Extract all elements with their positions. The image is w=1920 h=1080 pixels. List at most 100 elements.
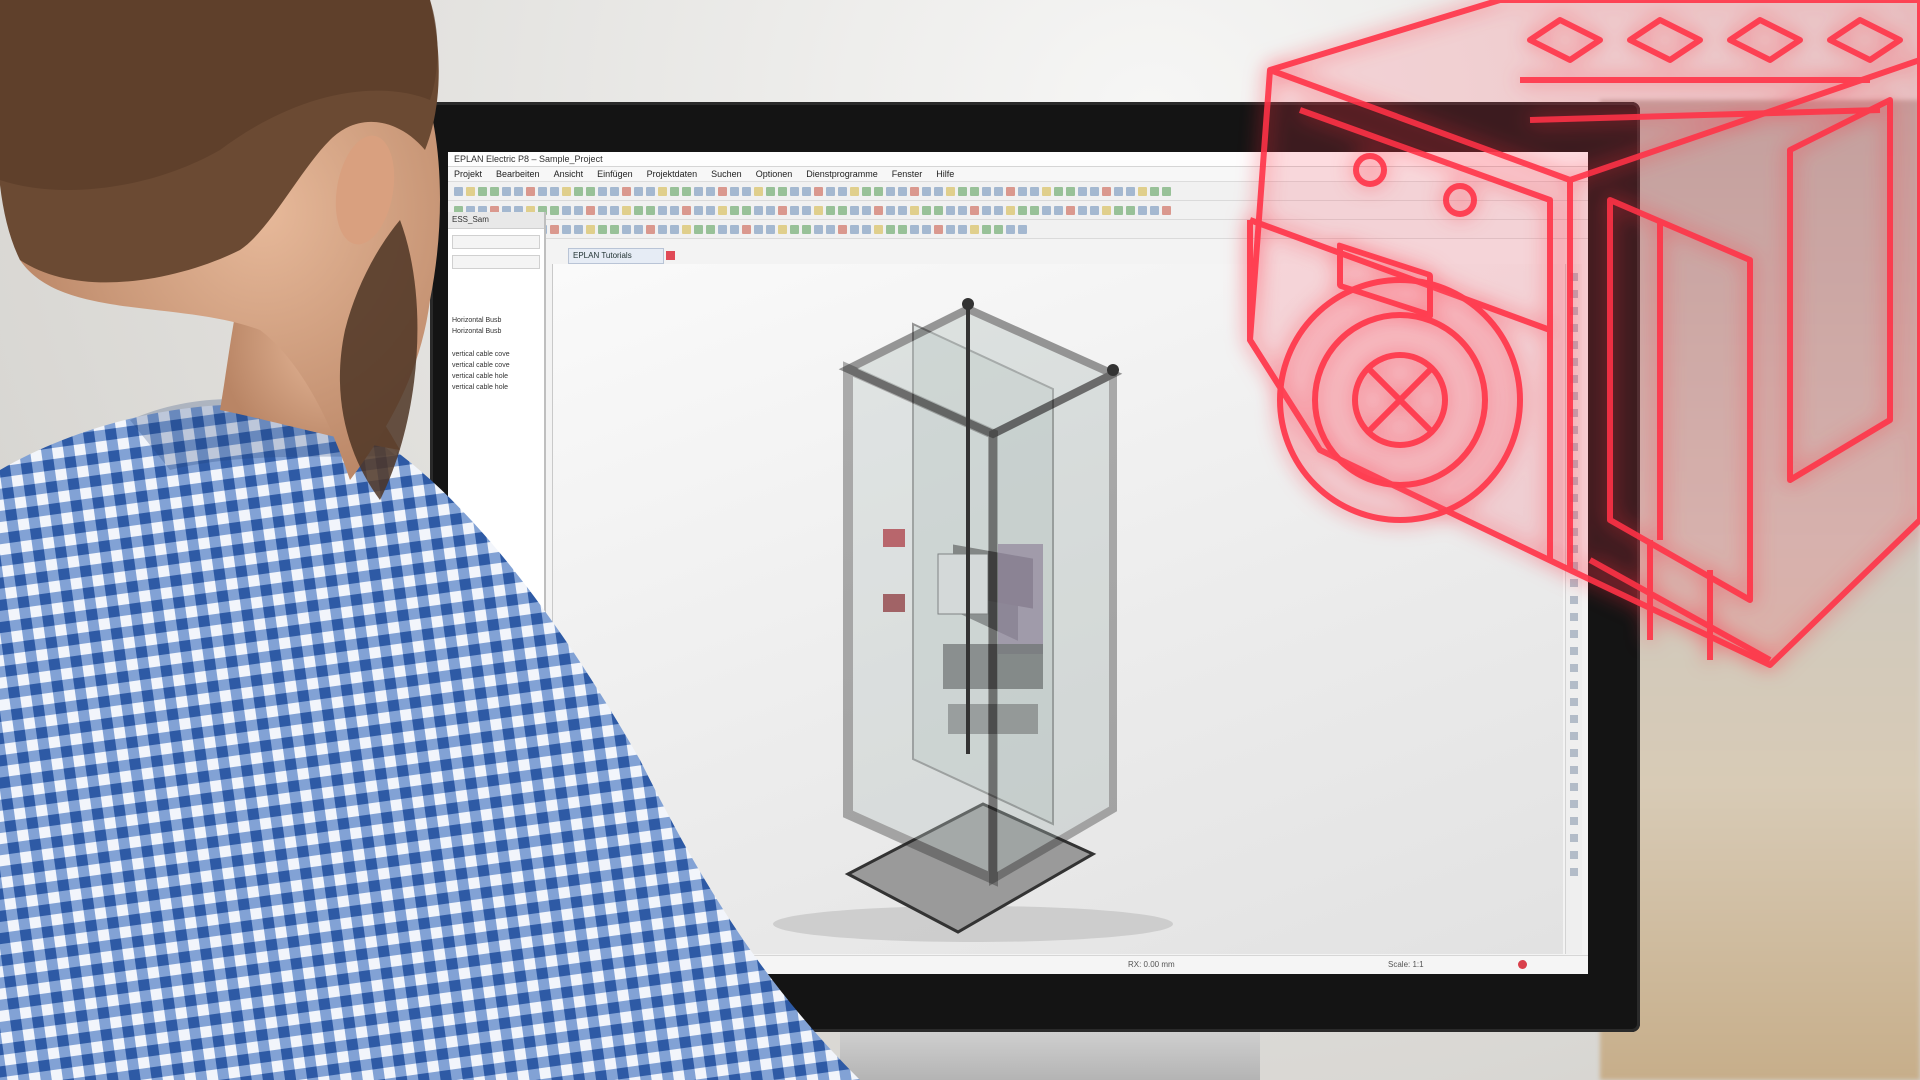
menu-item-bearbeiten[interactable]: Bearbeiten	[496, 169, 540, 179]
toolbar-icon[interactable]	[802, 205, 811, 215]
toolbar-icon[interactable]	[730, 205, 739, 215]
toolbar-icon[interactable]	[634, 186, 643, 196]
toolbar-icon[interactable]	[1570, 460, 1578, 468]
toolbar-icon[interactable]	[1570, 647, 1578, 655]
toolbar-icon[interactable]	[814, 224, 823, 234]
toolbar-icon[interactable]	[862, 186, 871, 196]
toolbar-icon[interactable]	[1126, 186, 1135, 196]
toolbar-icon[interactable]	[646, 224, 655, 234]
toolbar-icon[interactable]	[1570, 273, 1578, 281]
document-tab[interactable]: EPLAN Tutorials	[568, 248, 664, 264]
toolbar-icon[interactable]	[598, 205, 607, 215]
toolbar-icon[interactable]	[922, 205, 931, 215]
toolbar-icon[interactable]	[790, 224, 799, 234]
toolbar-icon[interactable]	[670, 224, 679, 234]
toolbar-icon[interactable]	[982, 205, 991, 215]
toolbar-icon[interactable]	[586, 205, 595, 215]
menu-item-projekt[interactable]: Projekt	[454, 169, 483, 179]
toolbar-icon[interactable]	[742, 186, 751, 196]
toolbar-icon[interactable]	[850, 224, 859, 234]
menu-item-ansicht[interactable]: Ansicht	[553, 169, 584, 179]
toolbar-icon[interactable]	[1570, 596, 1578, 604]
toolbar-icon[interactable]	[1162, 186, 1171, 196]
toolbar-icon[interactable]	[1570, 426, 1578, 434]
toolbar-icon[interactable]	[658, 205, 667, 215]
toolbar-icon[interactable]	[1090, 186, 1099, 196]
toolbar-icon[interactable]	[562, 224, 571, 234]
toolbar-icon[interactable]	[478, 186, 487, 196]
toolbar-icon[interactable]	[1090, 205, 1099, 215]
toolbar-icon[interactable]	[802, 186, 811, 196]
toolbar-icon[interactable]	[850, 205, 859, 215]
toolbar-icon[interactable]	[1570, 392, 1578, 400]
toolbar-icon[interactable]	[634, 205, 643, 215]
toolbar-icon[interactable]	[454, 205, 463, 215]
toolbar-icon[interactable]	[1570, 868, 1578, 876]
toolbar-icon[interactable]	[1570, 783, 1578, 791]
toolbar-icon[interactable]	[1018, 205, 1027, 215]
toolbar-icon[interactable]	[1030, 205, 1039, 215]
toolbar-icon[interactable]	[982, 224, 991, 234]
toolbar-icon[interactable]	[862, 205, 871, 215]
toolbar-icon[interactable]	[1570, 715, 1578, 723]
toolbar-icon[interactable]	[634, 224, 643, 234]
toolbar-icon[interactable]	[1126, 205, 1135, 215]
toolbar-icon[interactable]	[766, 224, 775, 234]
toolbar-icon[interactable]	[754, 205, 763, 215]
toolbar-icon[interactable]	[538, 205, 547, 215]
toolbar-icon[interactable]	[1570, 681, 1578, 689]
toolbar-icon[interactable]	[646, 186, 655, 196]
toolbar-icon[interactable]	[1102, 186, 1111, 196]
toolbar-icon[interactable]	[994, 205, 1003, 215]
toolbar-icon[interactable]	[1030, 186, 1039, 196]
toolbar-icon[interactable]	[574, 224, 583, 234]
toolbar-icon[interactable]	[778, 205, 787, 215]
toolbar-icon[interactable]	[550, 224, 559, 234]
navigator-tab[interactable]: ESS_Sam	[448, 212, 544, 229]
toolbar-icon[interactable]	[622, 186, 631, 196]
toolbar-icon[interactable]	[1570, 409, 1578, 417]
toolbar-icon[interactable]	[886, 224, 895, 234]
toolbar-icon[interactable]	[826, 224, 835, 234]
toolbar-icon[interactable]	[742, 205, 751, 215]
toolbar-icon[interactable]	[586, 224, 595, 234]
toolbar-icon[interactable]	[610, 224, 619, 234]
toolbar-icon[interactable]	[1066, 205, 1075, 215]
toolbar-icon[interactable]	[910, 224, 919, 234]
menu-item-einfuegen[interactable]: Einfügen	[597, 169, 633, 179]
toolbar-icon[interactable]	[1570, 613, 1578, 621]
toolbar-icon[interactable]	[814, 186, 823, 196]
toolbar-icon[interactable]	[898, 205, 907, 215]
toolbar-icon[interactable]	[802, 224, 811, 234]
toolbar-icon[interactable]	[934, 186, 943, 196]
toolbar-icon[interactable]	[682, 224, 691, 234]
toolbar-icon[interactable]	[1570, 851, 1578, 859]
toolbar-icon[interactable]	[718, 205, 727, 215]
toolbar-icon[interactable]	[490, 205, 499, 215]
toolbar-icon[interactable]	[622, 224, 631, 234]
toolbar-icon[interactable]	[514, 205, 523, 215]
toolbar-icon[interactable]	[1018, 186, 1027, 196]
toolbar-icon[interactable]	[898, 186, 907, 196]
toolbar-icon[interactable]	[622, 205, 631, 215]
toolbar-icon[interactable]	[778, 224, 787, 234]
tree-item[interactable]: vertical cable hole	[452, 373, 509, 380]
toolbar-icon[interactable]	[502, 186, 511, 196]
navigator-search-field[interactable]	[452, 255, 540, 269]
toolbar-icon[interactable]	[658, 224, 667, 234]
toolbar-icon[interactable]	[754, 224, 763, 234]
toolbar-icon[interactable]	[994, 186, 1003, 196]
toolbar-icon[interactable]	[778, 186, 787, 196]
toolbar-icon[interactable]	[706, 186, 715, 196]
toolbar-icon[interactable]	[502, 205, 511, 215]
tree-item[interactable]: Horizontal Busb	[452, 328, 502, 335]
toolbar-icon[interactable]	[970, 186, 979, 196]
toolbar-icon[interactable]	[670, 205, 679, 215]
toolbar-icon[interactable]	[1570, 477, 1578, 485]
tree-item[interactable]: Horizontal Busb	[452, 317, 502, 324]
toolbar-icon[interactable]	[742, 224, 751, 234]
toolbar-icon[interactable]	[1006, 186, 1015, 196]
menu-item-fenster[interactable]: Fenster	[891, 169, 923, 179]
toolbar-icon[interactable]	[562, 186, 571, 196]
close-icon[interactable]	[666, 251, 675, 260]
